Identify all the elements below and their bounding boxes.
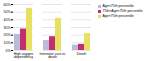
svg-text:Intensive care ordeath: Intensive care ordeath (40, 52, 67, 60)
svg-text:50%: 50% (3, 10, 10, 14)
svg-text:20%: 20% (3, 33, 10, 37)
svg-text:High oxygendependency: High oxygendependency (14, 52, 34, 60)
html-text:Age<75th percentile: Age<75th percentile (102, 4, 134, 8)
svg-text:30%: 30% (3, 26, 10, 30)
html-text:Age>75th percentile: Age>75th percentile (102, 14, 134, 18)
svg-text:Death: Death (77, 52, 86, 56)
svg-text:40%: 40% (3, 18, 10, 22)
svg-text:10%: 10% (3, 41, 10, 45)
svg-text:60%: 60% (3, 3, 10, 7)
html-text:75th<Age<75th percentile: 75th<Age<75th percentile (102, 9, 143, 13)
svg-text:0%: 0% (5, 49, 10, 53)
